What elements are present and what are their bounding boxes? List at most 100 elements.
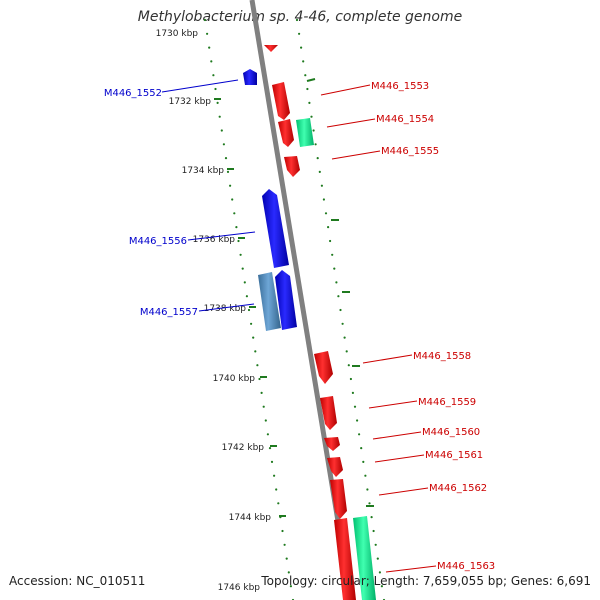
- track-dot: [245, 295, 248, 298]
- tick-label: 1744 kbp: [229, 513, 272, 523]
- gene-M446_1561[interactable]: [327, 457, 343, 477]
- ruler-tick-1742: 1742 kbp: [222, 443, 277, 453]
- track-dot: [287, 571, 290, 574]
- track-dot: [222, 143, 225, 146]
- track-dot: [254, 350, 257, 353]
- reverse-gene-labels: M446_1552 M446_1556 M446_1557: [104, 79, 256, 318]
- forward-gene-labels: M446_1553 M446_1554 M446_1555 M446_1558 …: [320, 81, 495, 573]
- gene-M446_1563[interactable]: [334, 518, 356, 600]
- tick-label: 1738 kbp: [204, 304, 247, 314]
- gene-M446_1554[interactable]: [278, 119, 294, 147]
- gene-M446_1556[interactable]: [262, 189, 289, 268]
- gene-label-M446_1558[interactable]: M446_1558: [413, 351, 471, 362]
- track-dot: [320, 184, 323, 187]
- track-dot: [262, 405, 265, 408]
- track-dot: [250, 322, 253, 325]
- track-dot: [243, 281, 246, 284]
- gene-M446_1563-rna[interactable]: [353, 516, 376, 600]
- gene-label-M446_1556[interactable]: M446_1556: [129, 236, 187, 247]
- gene-label-M446_1559[interactable]: M446_1559: [418, 397, 476, 408]
- gene-label-M446_1561[interactable]: M446_1561: [425, 450, 483, 461]
- track-dot: [333, 267, 336, 270]
- gene-M446_1562[interactable]: [330, 479, 347, 519]
- track-dot: [337, 295, 340, 298]
- track-dot: [277, 502, 280, 505]
- track-dot: [231, 198, 234, 201]
- track-dot: [237, 239, 240, 243]
- ruler-tick-1738: 1738 kbp: [204, 304, 256, 314]
- gene-M446_1558[interactable]: [314, 351, 333, 384]
- gene-M446_1557-a[interactable]: [258, 272, 281, 331]
- track-dot: [273, 474, 276, 477]
- track-dot: [380, 585, 383, 588]
- gene-M446_1553[interactable]: [272, 82, 290, 120]
- gene-label-M446_1555[interactable]: M446_1555: [381, 146, 439, 157]
- track-dot: [351, 391, 354, 394]
- genome-summary-text: Topology: circular; Length: 7,659,055 bp…: [261, 574, 591, 588]
- gene-M446_1560[interactable]: [324, 437, 340, 451]
- track-dot: [304, 74, 307, 77]
- track-dot: [329, 239, 332, 243]
- track-dot: [212, 74, 215, 77]
- track-dot: [362, 460, 365, 463]
- track-dot: [258, 377, 261, 381]
- track-dot: [256, 364, 259, 367]
- gene-label-M446_1557[interactable]: M446_1557: [140, 307, 198, 318]
- track-dot: [252, 336, 255, 339]
- ruler-tick-1732: 1732 kbp: [169, 97, 221, 107]
- track-dot: [345, 350, 348, 353]
- gene-M446_1554-rna[interactable]: [296, 118, 314, 147]
- track-dot: [203, 18, 207, 22]
- gene-label-M446_1553[interactable]: M446_1553: [371, 81, 429, 92]
- track-dot: [370, 516, 373, 519]
- track-dot: [247, 308, 251, 312]
- track-dot: [298, 32, 301, 35]
- gene-M446_1559[interactable]: [320, 396, 337, 430]
- track-dot: [300, 46, 303, 49]
- track-dot: [208, 46, 211, 49]
- track-dot: [339, 308, 342, 312]
- track-dot: [322, 198, 325, 201]
- tick-label: 1740 kbp: [213, 374, 256, 384]
- gene-forward-small[interactable]: [264, 45, 278, 52]
- tick-label: 1742 kbp: [222, 443, 265, 453]
- track-dot: [266, 433, 269, 436]
- track-dot: [378, 571, 381, 574]
- track-dot: [214, 87, 217, 91]
- track-dot: [281, 529, 284, 533]
- track-dot: [224, 157, 228, 160]
- track-dot: [374, 543, 377, 546]
- track-dot: [302, 60, 305, 63]
- track-dot: [268, 447, 272, 450]
- tick-label: 1732 kbp: [169, 97, 212, 107]
- track-dot: [324, 212, 328, 215]
- track-dot: [316, 157, 319, 160]
- gene-label-M446_1563[interactable]: M446_1563: [437, 561, 495, 572]
- map-title: Methylobacterium sp. 4-46, complete geno…: [137, 9, 463, 25]
- track-dot: [295, 18, 299, 22]
- track-dot: [372, 529, 375, 533]
- track-dot: [347, 364, 350, 367]
- track-dot: [368, 502, 371, 505]
- track-dot: [349, 377, 352, 381]
- gene-M446_1552[interactable]: [243, 69, 257, 85]
- track-dot: [356, 419, 359, 422]
- tick-label: 1730 kbp: [156, 29, 199, 39]
- track-dot: [218, 115, 221, 118]
- ruler-tick-1730: 1730 kbp: [156, 29, 199, 39]
- gene-label-M446_1554[interactable]: M446_1554: [376, 114, 434, 125]
- gene-label-M446_1562[interactable]: M446_1562: [429, 483, 487, 494]
- gene-label-M446_1552[interactable]: M446_1552: [104, 88, 162, 99]
- track-dot: [312, 129, 315, 132]
- track-dot: [229, 184, 232, 187]
- track-dot: [239, 253, 242, 256]
- track-dot: [335, 281, 338, 284]
- track-dot: [226, 170, 230, 173]
- gene-features: [243, 45, 376, 600]
- gene-M446_1555[interactable]: [284, 156, 300, 177]
- track-dot: [360, 447, 363, 450]
- gene-M446_1557[interactable]: [275, 270, 297, 330]
- track-dot: [364, 474, 367, 477]
- gene-label-M446_1560[interactable]: M446_1560: [422, 427, 480, 438]
